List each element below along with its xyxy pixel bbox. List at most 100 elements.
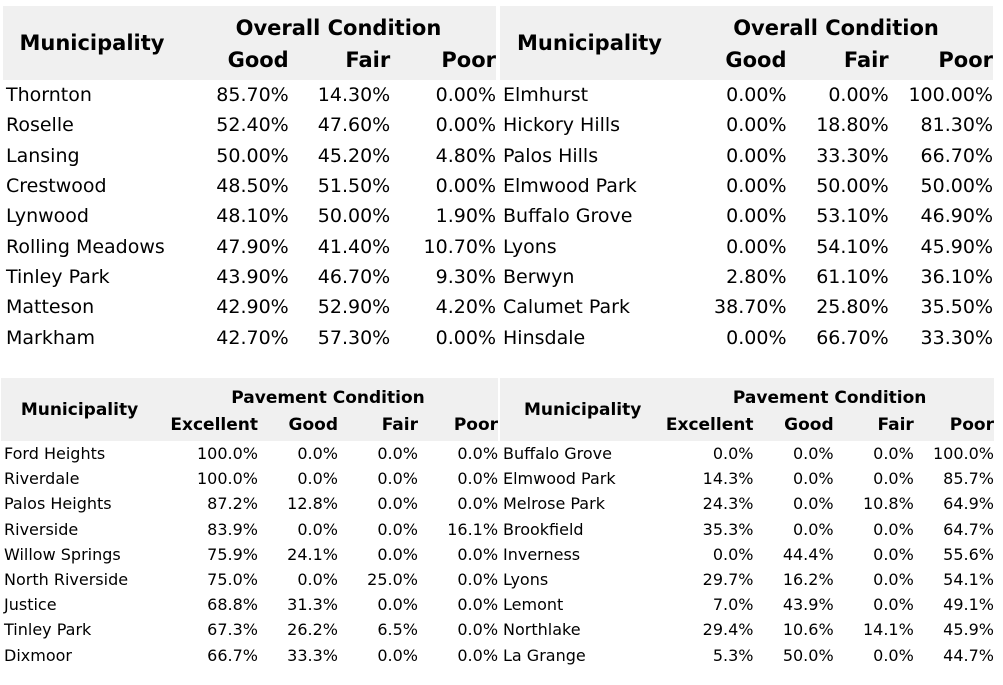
header-row-group: Municipality Pavement Condition (1, 378, 499, 441)
municipality-cell: Dixmoor (4, 645, 72, 665)
municipality-header: Municipality (500, 378, 666, 441)
table-row: Lyons 29.7% 16.2% 0.0% 54.1% (500, 567, 994, 592)
value-cell: 0.0% (457, 570, 499, 590)
value-cell: 0.00% (435, 326, 496, 349)
table-row: Rolling Meadows 47.90% 41.40% 10.70% (3, 231, 496, 261)
table-row: Lyons 0.00% 54.10% 45.90% (500, 231, 993, 261)
column-header: Excellent (665, 408, 754, 441)
value-cell: 29.4% (702, 620, 754, 640)
value-cell: 61.10% (816, 265, 889, 288)
value-cell: 29.7% (702, 570, 754, 590)
data-table: Municipality Overall Condition Good Fair Poo… (3, 6, 496, 353)
value-cell: 0.00% (726, 326, 787, 349)
municipality-header: Municipality (3, 6, 181, 80)
value-cell: 7.0% (712, 595, 754, 615)
value-cell: 42.90% (216, 296, 289, 319)
table-row: Palos Hills 0.00% 33.30% 66.70% (500, 141, 993, 171)
value-cell: 43.90% (216, 265, 289, 288)
value-cell: 0.0% (377, 595, 418, 615)
value-cell: 0.0% (297, 570, 338, 590)
value-cell: 50.0% (782, 645, 834, 665)
municipality-cell: Northlake (503, 620, 581, 640)
value-cell: 31.3% (287, 595, 338, 615)
value-cell: 66.7% (207, 645, 258, 665)
value-cell: 0.0% (457, 469, 499, 489)
value-cell: 49.1% (943, 595, 994, 615)
value-cell: 5.3% (712, 645, 754, 665)
municipality-cell: Lynwood (6, 205, 89, 228)
value-cell: 0.0% (377, 519, 418, 539)
group-header: Pavement Condition (158, 378, 499, 408)
table-row: Elmwood Park 0.00% 50.00% 50.00% (500, 171, 993, 201)
municipality-cell: Markham (6, 326, 96, 349)
value-cell: 0.0% (297, 469, 338, 489)
municipality-cell: Palos Heights (4, 494, 112, 514)
value-cell: 0.0% (873, 519, 914, 539)
value-cell: 0.0% (297, 444, 338, 464)
value-cell: 0.0% (873, 444, 914, 464)
value-cell: 48.50% (216, 175, 289, 198)
value-cell: 55.6% (943, 544, 994, 564)
group-header: Overall Condition (679, 6, 993, 40)
value-cell: 10.6% (782, 620, 834, 640)
value-cell: 100.0% (932, 444, 994, 464)
value-cell: 0.0% (712, 544, 754, 564)
value-cell: 45.9% (943, 620, 994, 640)
table-row: Buffalo Grove 0.0% 0.0% 0.0% 100.0% (500, 441, 994, 466)
value-cell: 26.2% (287, 620, 338, 640)
column-header: Good (753, 408, 834, 441)
value-cell: 0.0% (873, 570, 914, 590)
municipality-header: Municipality (1, 378, 158, 441)
municipality-cell: Riverside (4, 519, 79, 539)
municipality-cell: Justice (4, 595, 57, 615)
value-cell: 85.7% (943, 469, 994, 489)
table-row: Northlake 29.4% 10.6% 14.1% 45.9% (500, 617, 994, 642)
value-cell: 50.00% (317, 205, 391, 228)
data-table: Municipality Overall Condition Good Fair Poo… (500, 6, 993, 353)
table-row: Riverdale 100.0% 0.0% 0.0% 0.0% (1, 466, 498, 491)
value-cell: 10.8% (862, 494, 914, 514)
municipality-cell: Ford Heights (4, 444, 106, 464)
column-header: Fair (288, 40, 391, 80)
value-cell: 0.00% (435, 114, 496, 137)
value-cell: 0.0% (792, 519, 834, 539)
value-cell: 0.00% (726, 84, 787, 107)
table-row: Willow Springs 75.9% 24.1% 0.0% 0.0% (1, 542, 498, 567)
value-cell: 36.10% (920, 265, 993, 288)
municipality-cell: Riverdale (4, 469, 80, 489)
value-cell: 0.0% (873, 469, 914, 489)
value-cell: 0.0% (297, 519, 338, 539)
table-row: Elmwood Park 14.3% 0.0% 0.0% 85.7% (500, 466, 994, 491)
column-header: Poor (913, 408, 994, 441)
group-header: Overall Condition (180, 6, 496, 40)
municipality-cell: Elmhurst (503, 84, 589, 107)
value-cell: 0.00% (828, 84, 889, 107)
value-cell: 41.40% (317, 235, 391, 258)
value-cell: 47.90% (216, 235, 289, 258)
value-cell: 4.80% (435, 144, 496, 167)
column-header: Good (180, 40, 289, 80)
value-cell: 64.7% (943, 519, 994, 539)
overall-condition-table-right: Municipality Overall Condition Good Fair Poo… (500, 6, 993, 353)
value-cell: 0.0% (792, 494, 834, 514)
value-cell: 0.00% (726, 175, 787, 198)
municipality-cell: Buffalo Grove (503, 205, 633, 228)
value-cell: 54.10% (816, 235, 889, 258)
value-cell: 44.4% (782, 544, 834, 564)
value-cell: 0.00% (435, 84, 496, 107)
value-cell: 0.0% (873, 645, 914, 665)
municipality-cell: Berwyn (503, 265, 575, 288)
value-cell: 33.3% (287, 645, 338, 665)
table-row: Brookfield 35.3% 0.0% 0.0% 64.7% (500, 517, 994, 542)
table-row: Matteson 42.90% 52.90% 4.20% (3, 292, 496, 322)
column-header: Fair (786, 40, 889, 80)
value-cell: 0.00% (726, 235, 787, 258)
value-cell: 48.10% (216, 205, 289, 228)
column-header: Excellent (158, 408, 258, 441)
value-cell: 66.70% (920, 144, 993, 167)
value-cell: 35.50% (920, 296, 993, 319)
value-cell: 12.8% (287, 494, 338, 514)
table-row: Berwyn 2.80% 61.10% 36.10% (500, 262, 993, 292)
column-header: Good (258, 408, 338, 441)
header-row-columns: Good Fair Poor (500, 40, 993, 80)
